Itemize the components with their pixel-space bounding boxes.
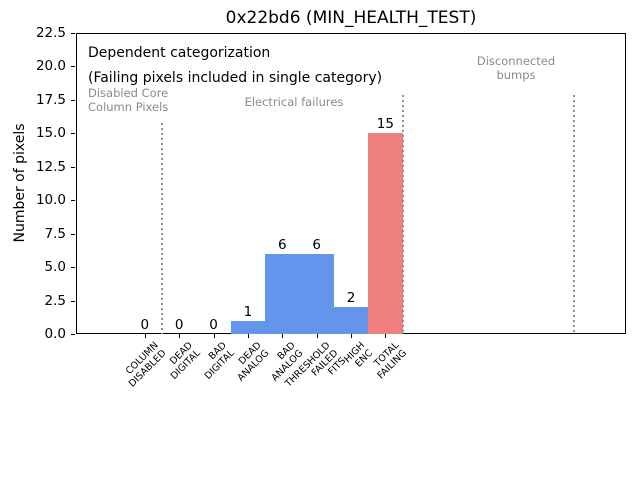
bar-value-label: 0: [209, 317, 218, 333]
y-tick-label: 2.5: [44, 292, 66, 309]
y-tick-label: 22.5: [35, 25, 66, 41]
y-tick-mark: [71, 133, 75, 135]
bar-total-failing: [368, 133, 403, 334]
y-tick-label: 20.0: [35, 58, 66, 75]
section-divider-line-3: [573, 94, 576, 334]
annotation-failing-pixels-note: (Failing pixels included in single categ…: [88, 70, 383, 86]
bar-value-label: 0: [174, 317, 184, 333]
bar-value-label: 15: [376, 116, 394, 133]
y-tick-label: 17.5: [35, 91, 66, 108]
y-tick-label: 5.0: [44, 259, 66, 276]
y-tick-mark: [71, 99, 75, 101]
x-tick-mark: [316, 334, 318, 338]
x-tick-mark: [247, 334, 249, 338]
y-tick-mark: [71, 267, 75, 269]
y-tick-label: 7.5: [44, 225, 66, 242]
y-tick-mark: [71, 300, 75, 302]
section-label-disconnected-bumps: Disconnected bumps: [476, 54, 556, 83]
y-tick-mark: [71, 33, 75, 34]
x-tick-label: DEAD ANALOG: [235, 340, 272, 384]
bar-threshold-failed-fits: [299, 253, 334, 334]
annotation-dependent-categorization: Dependent categorization: [88, 45, 271, 61]
y-tick-label: 12.5: [35, 158, 66, 175]
x-tick-label: BAD DIGITAL: [203, 340, 238, 382]
chart-title: 0x22bd6 (MIN_HEALTH_TEST): [225, 8, 477, 28]
bar-value-label: 6: [312, 236, 321, 253]
x-tick-label: DEAD DIGITAL: [167, 340, 203, 382]
section-divider-line-1: [160, 122, 163, 334]
x-tick-mark: [144, 334, 146, 338]
bar-bad-analog: [265, 253, 300, 334]
x-tick-mark: [385, 334, 387, 338]
y-tick-mark: [71, 233, 75, 235]
section-divider-line-2: [401, 94, 404, 334]
y-tick-label: 10.0: [35, 192, 66, 209]
y-tick-label: 15.0: [35, 125, 66, 142]
section-label-disabled-core-column-pixels: Disabled Core Column Pixels: [88, 86, 169, 115]
x-tick-mark: [179, 334, 181, 338]
y-tick-label: 0.0: [44, 326, 66, 342]
bar-value-label: 0: [140, 317, 150, 333]
x-tick-mark: [282, 334, 284, 338]
x-tick-mark: [351, 334, 352, 338]
bar-value-label: 2: [346, 290, 356, 307]
x-tick-label: TOTAL FAILING: [372, 340, 410, 382]
y-tick-mark: [71, 200, 75, 202]
bar-value-label: 1: [243, 303, 253, 320]
bar-dead-analog: [230, 320, 266, 334]
bar-value-label: 6: [277, 236, 287, 253]
y-tick-mark: [71, 166, 75, 168]
x-tick-mark: [213, 334, 215, 338]
bar-high-enc: [333, 307, 369, 334]
y-tick-mark: [71, 334, 75, 335]
section-label-electrical-failures: Electrical failures: [244, 95, 344, 109]
y-tick-mark: [71, 66, 75, 68]
